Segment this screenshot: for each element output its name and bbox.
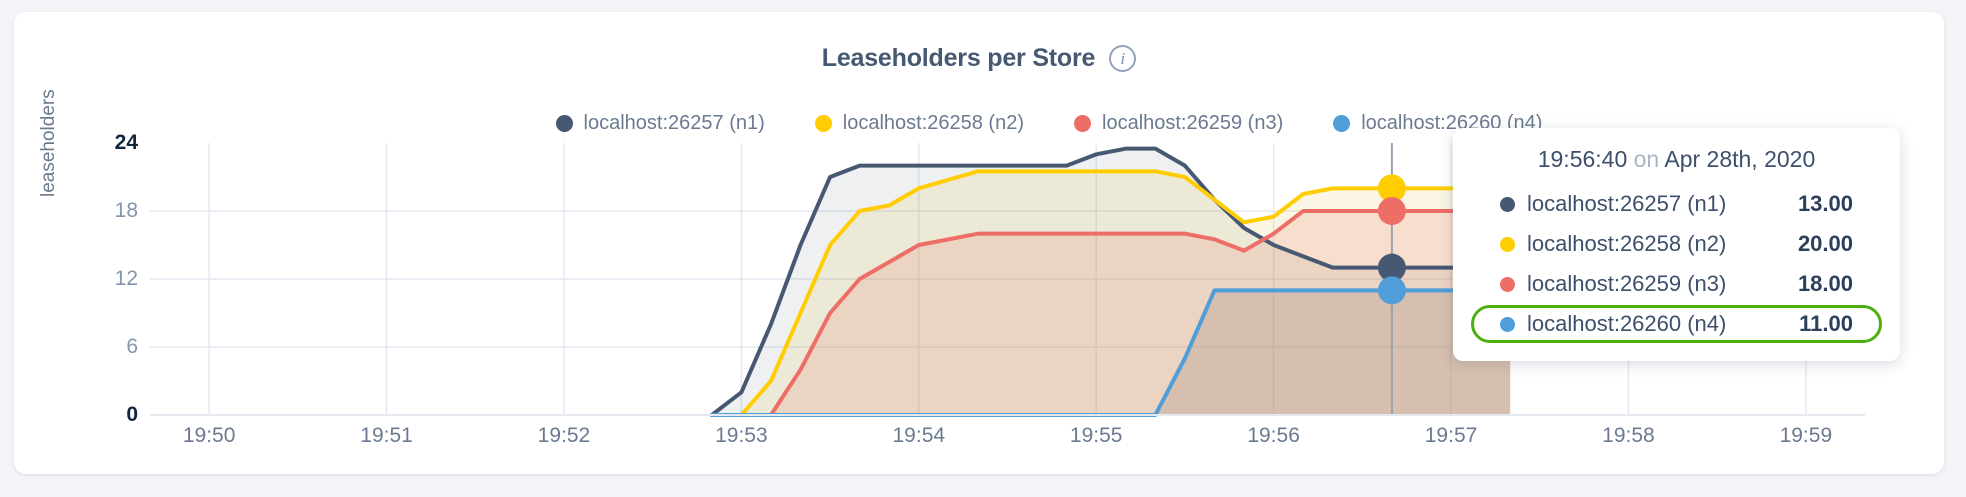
page-title: Leaseholders per Store [821, 44, 1096, 72]
tooltip-date: Apr 28th, 2020 [1664, 146, 1816, 172]
tooltip-color-swatch [1500, 276, 1515, 292]
tooltip-color-swatch [1500, 196, 1515, 212]
legend-label-n2: localhost:26258 (n2) [842, 112, 1024, 134]
tooltip-series-value: 18.00 [1797, 271, 1853, 296]
legend-item-n2[interactable]: localhost:26258 (n2) [814, 112, 1024, 135]
tooltip-color-swatch [1500, 316, 1515, 332]
tooltip-series-label: localhost:26258 (n2) [1527, 231, 1727, 256]
legend-color-swatch-n4 [1333, 115, 1351, 132]
tooltip-row: localhost:26260 (n4) 11.00 [1471, 305, 1882, 343]
legend-label-n1: localhost:26257 (n1) [583, 112, 765, 134]
tooltip-row: localhost:26259 (n3) 18.00 [1471, 265, 1882, 303]
chart-tooltip: 19:56:40 on Apr 28th, 2020 localhost:262… [1453, 128, 1900, 361]
tooltip-separator: on [1633, 146, 1660, 172]
tooltip-row: localhost:26257 (n1) 13.00 [1471, 185, 1882, 223]
info-icon[interactable]: i [1109, 45, 1137, 72]
tooltip-color-swatch [1500, 236, 1515, 252]
legend-label-n3: localhost:26259 (n3) [1102, 112, 1284, 134]
tooltip-series-label: localhost:26260 (n4) [1527, 311, 1727, 336]
chart-legend: localhost:26257 (n1) localhost:26258 (n2… [14, 112, 1944, 135]
tooltip-time: 19:56:40 [1537, 146, 1628, 172]
legend-item-n3[interactable]: localhost:26259 (n3) [1074, 112, 1283, 135]
tooltip-series-label: localhost:26259 (n3) [1527, 271, 1727, 296]
tooltip-series-value: 13.00 [1797, 191, 1853, 216]
legend-color-swatch-n2 [814, 115, 832, 132]
legend-color-swatch-n3 [1074, 115, 1091, 132]
tooltip-timestamp: 19:56:40 on Apr 28th, 2020 [1453, 146, 1900, 173]
tooltip-series-value: 20.00 [1797, 231, 1853, 256]
chart-header: Leaseholders per Store i [14, 44, 1944, 73]
legend-color-swatch-n1 [555, 115, 573, 132]
tooltip-row: localhost:26258 (n2) 20.00 [1471, 225, 1882, 263]
tooltip-rows: localhost:26257 (n1) 13.00 localhost:26258… [1453, 185, 1900, 343]
legend-item-n1[interactable]: localhost:26257 (n1) [555, 112, 765, 135]
tooltip-series-label: localhost:26257 (n1) [1527, 191, 1727, 216]
tooltip-series-value: 11.00 [1799, 311, 1853, 336]
